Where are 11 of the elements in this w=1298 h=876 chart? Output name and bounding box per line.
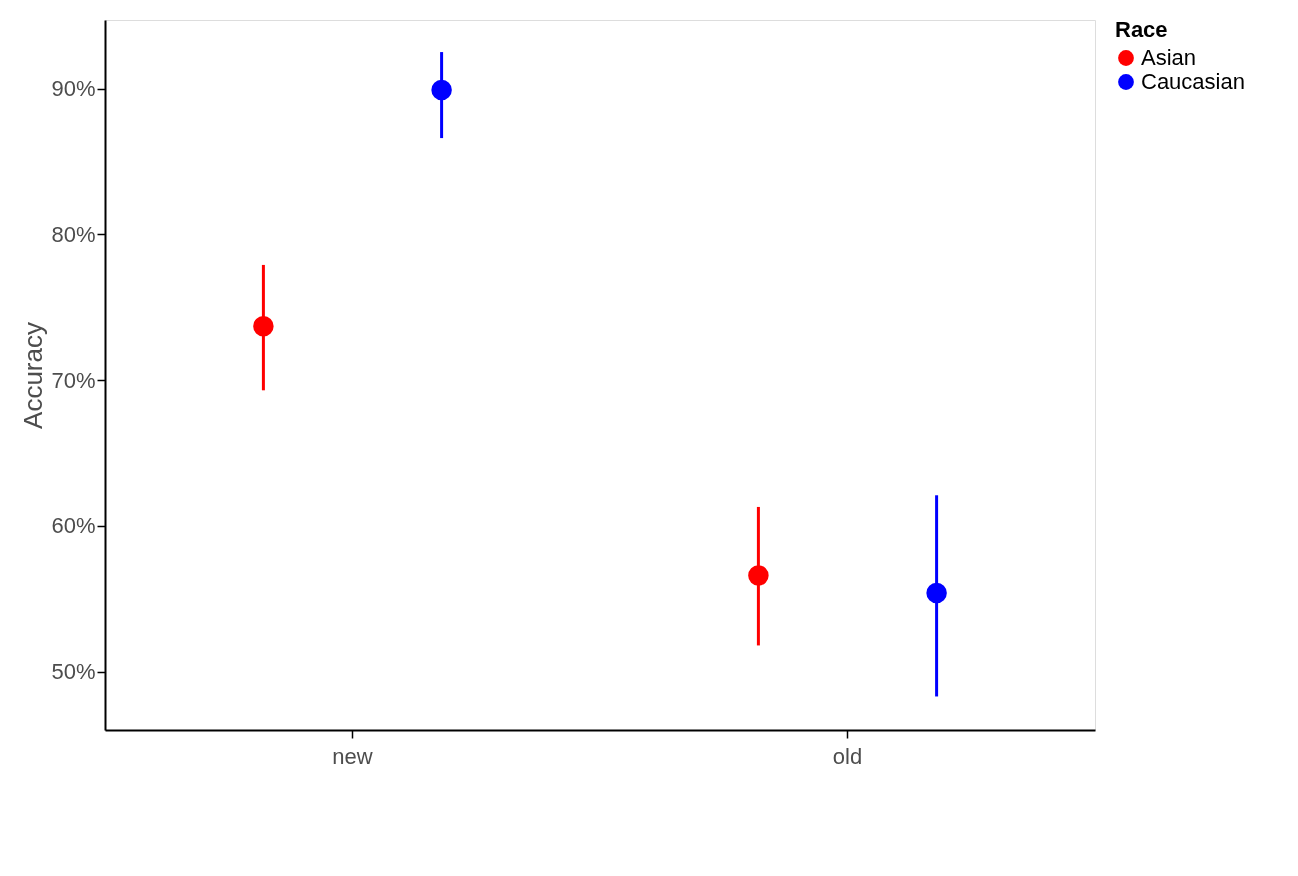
legend-title: Race [1115,17,1168,42]
y-tick-label: 90% [51,76,96,102]
legend-label: Asian [1141,45,1197,70]
y-tick-label: 50% [51,659,96,685]
y-tick-label: 70% [51,367,96,393]
legend-label: Caucasian [1141,69,1245,94]
x-tick-label: old [832,743,863,769]
y-axis-title: Accuracy [18,322,49,429]
y-tick-label: 80% [51,221,96,247]
y-tick-label: 60% [51,513,96,539]
x-tick-label: new [332,743,373,769]
